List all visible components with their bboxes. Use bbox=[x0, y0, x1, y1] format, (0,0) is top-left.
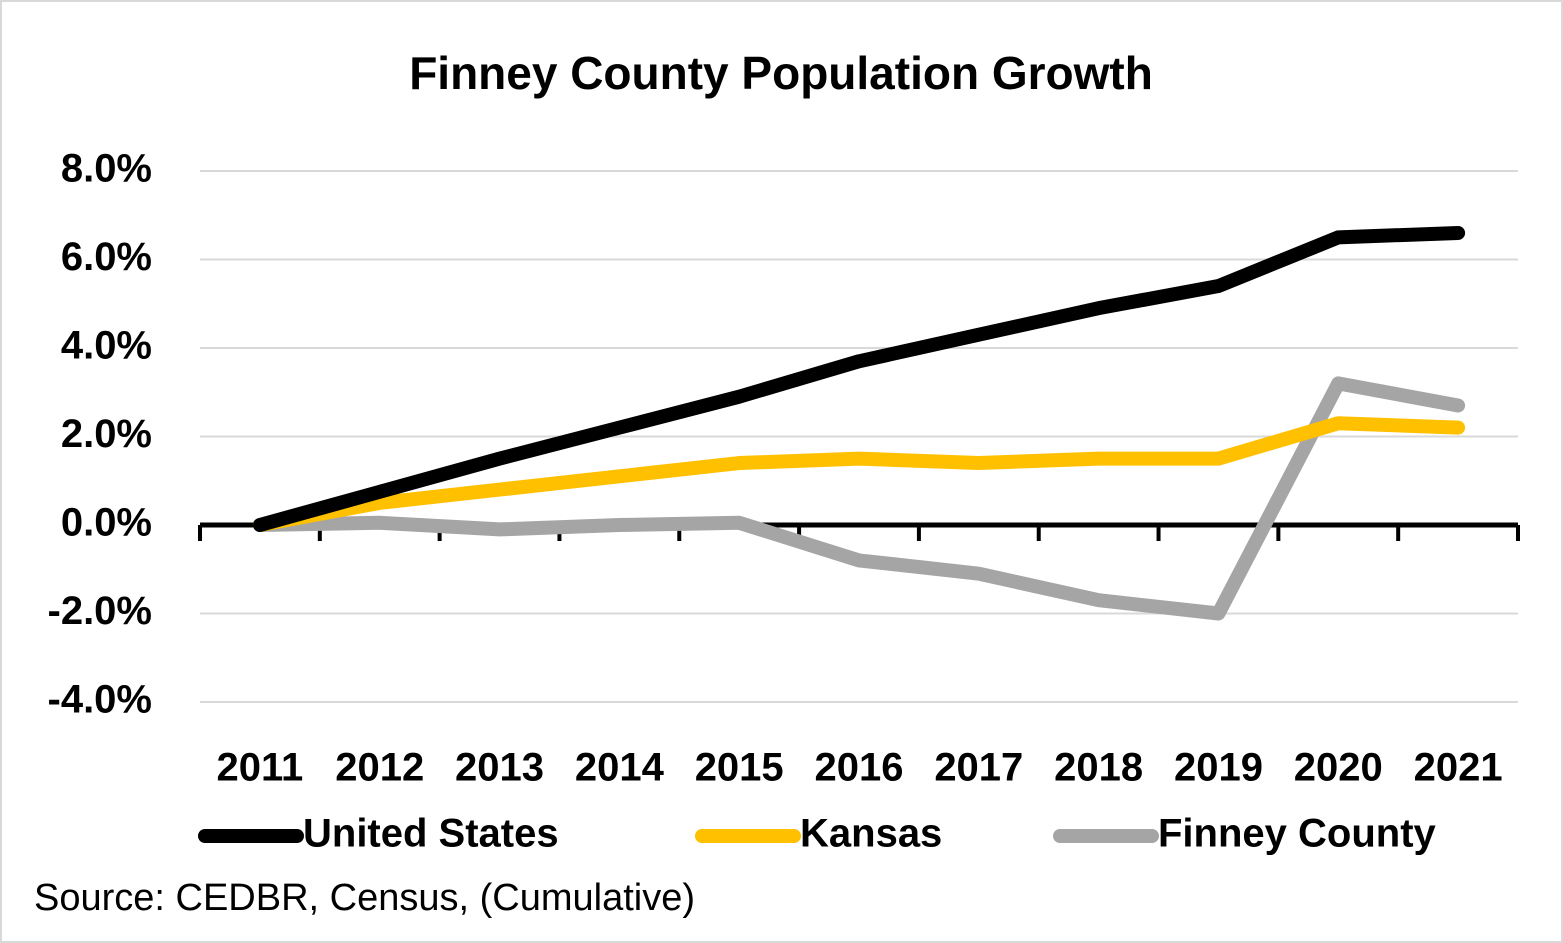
x-tick-label: 2011 bbox=[217, 746, 304, 790]
x-tick-label: 2021 bbox=[1414, 746, 1503, 790]
series-line bbox=[252, 376, 1466, 621]
x-tick-label: 2012 bbox=[335, 746, 424, 790]
x-tick-label: 2016 bbox=[815, 746, 904, 790]
y-tick-label: -4.0% bbox=[48, 678, 153, 722]
chart-title: Finney County Population Growth bbox=[409, 47, 1153, 99]
legend-label: Kansas bbox=[800, 812, 942, 856]
y-tick-label: 8.0% bbox=[61, 147, 152, 191]
x-tick-label: 2017 bbox=[934, 746, 1023, 790]
x-tick-label: 2020 bbox=[1294, 746, 1383, 790]
y-tick-label: 6.0% bbox=[61, 235, 152, 279]
y-tick-label: 4.0% bbox=[61, 324, 152, 368]
y-tick-label: -2.0% bbox=[48, 589, 153, 633]
x-tick-label: 2019 bbox=[1174, 746, 1263, 790]
x-tick-label: 2015 bbox=[695, 746, 784, 790]
series-line bbox=[252, 416, 1466, 532]
x-tick-label: 2013 bbox=[455, 746, 544, 790]
legend-label: United States bbox=[303, 812, 559, 856]
y-tick-label: 0.0% bbox=[61, 501, 152, 545]
x-tick-label: 2018 bbox=[1054, 746, 1143, 790]
legend-label: Finney County bbox=[1158, 812, 1437, 856]
y-tick-label: 2.0% bbox=[61, 412, 152, 456]
x-tick-label: 2014 bbox=[575, 746, 665, 790]
source-note: Source: CEDBR, Census, (Cumulative) bbox=[34, 877, 695, 919]
series-line bbox=[252, 225, 1466, 532]
